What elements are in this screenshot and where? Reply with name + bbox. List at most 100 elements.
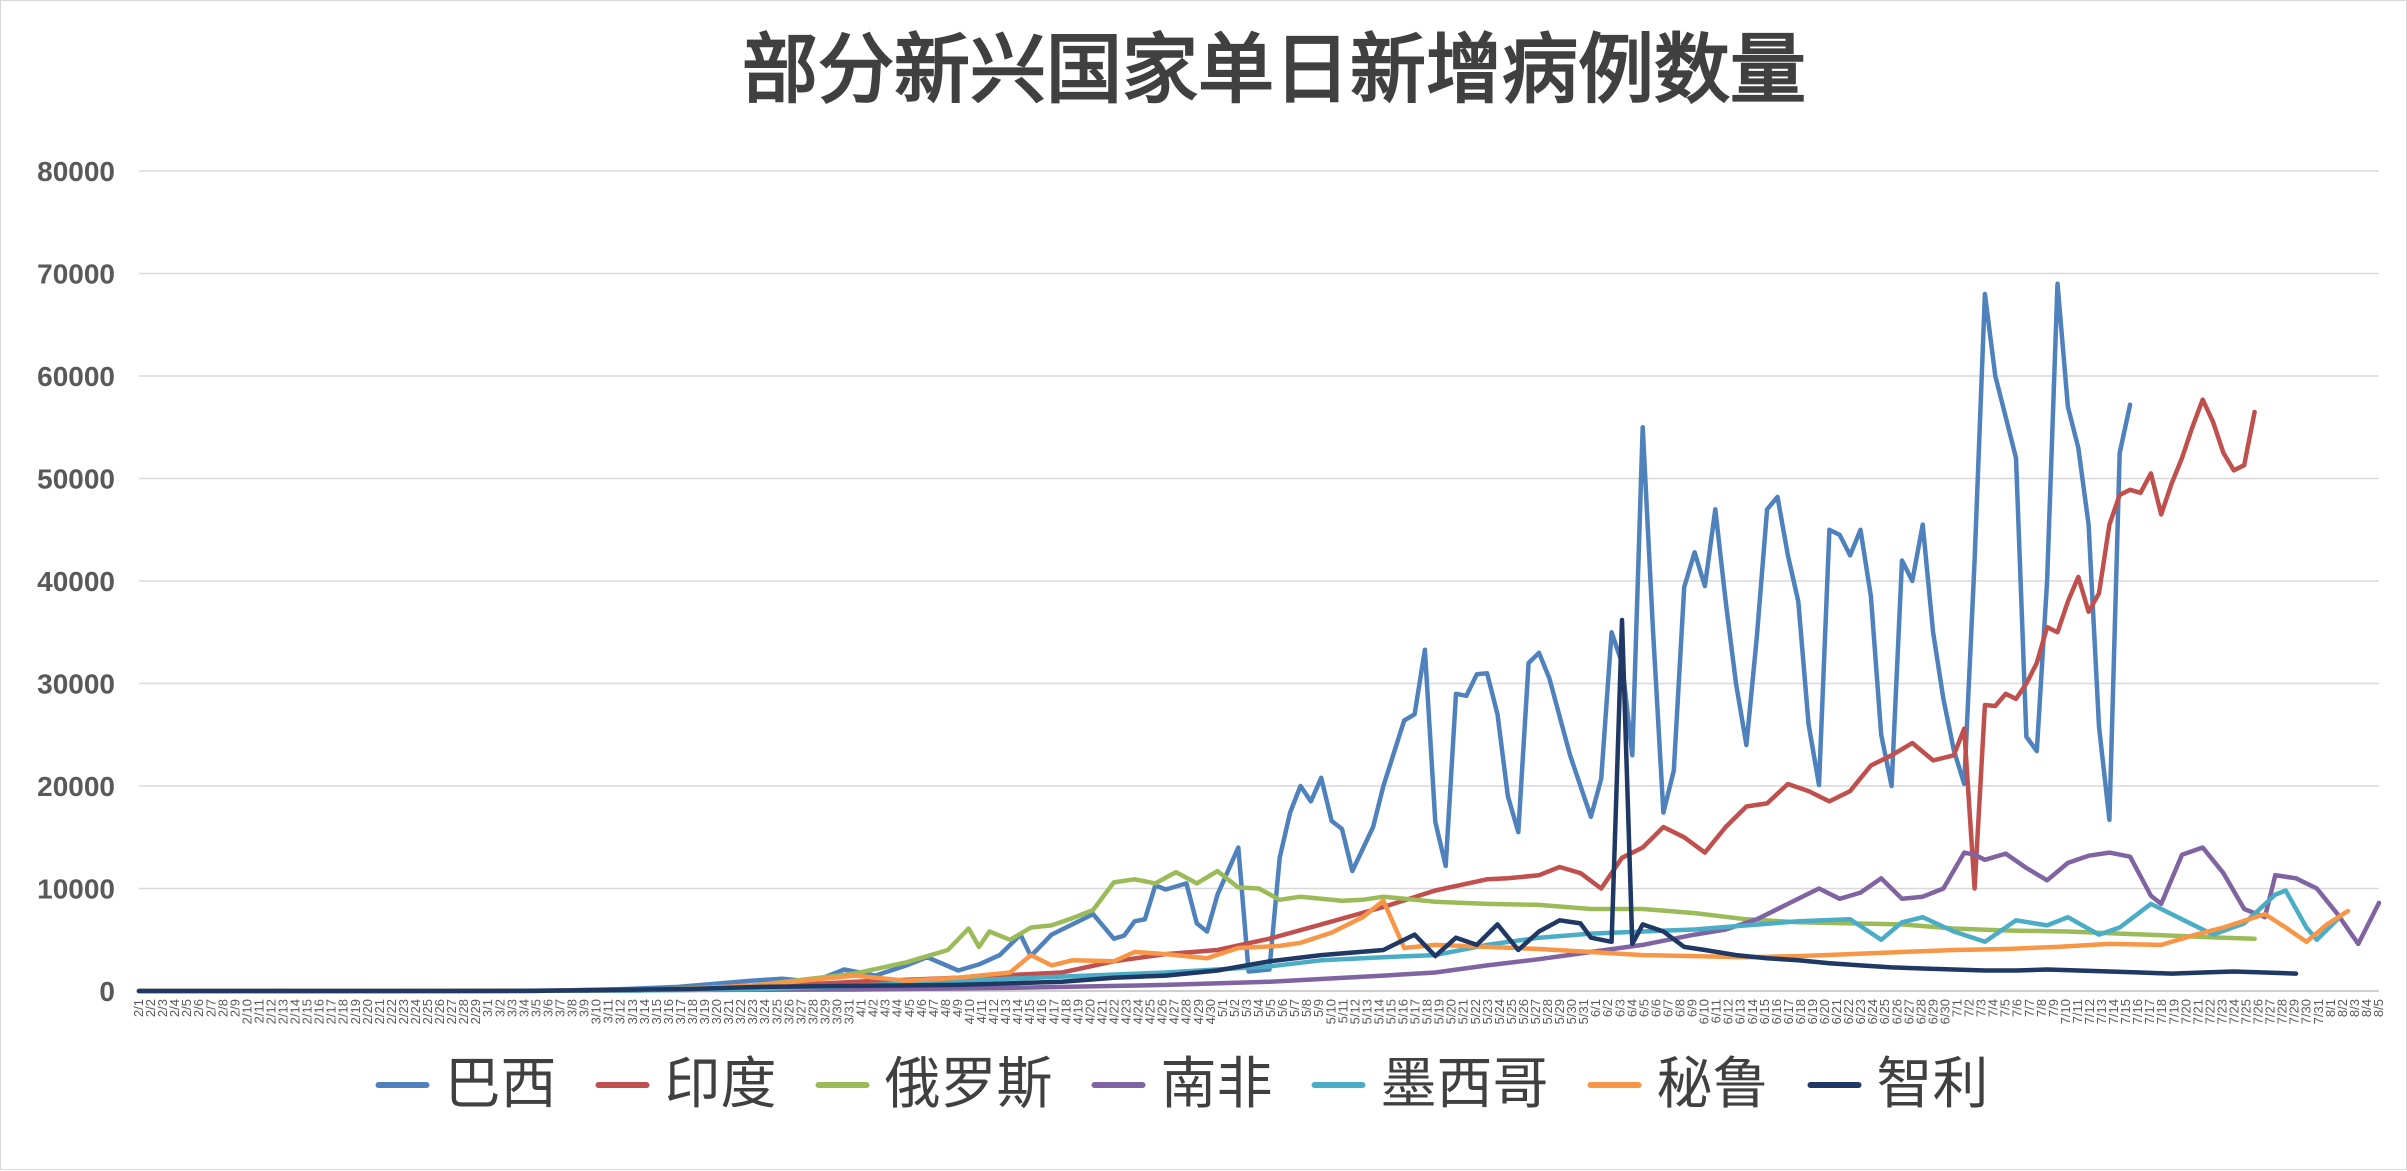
x-tick-label: 5/27	[1528, 999, 1543, 1024]
x-tick-label: 7/5	[1998, 999, 2013, 1017]
x-tick-label: 2/7	[203, 999, 218, 1017]
x-tick-label: 7/15	[2118, 999, 2133, 1024]
y-tick-label: 30000	[37, 669, 115, 700]
y-tick-label: 10000	[37, 874, 115, 905]
x-tick-label: 6/13	[1733, 999, 1748, 1024]
x-tick-label: 4/21	[1094, 999, 1109, 1024]
series-lines	[136, 281, 2382, 994]
x-tick-label: 4/30	[1203, 999, 1218, 1024]
series-line-0	[136, 281, 2133, 994]
x-tick-label: 3/9	[577, 999, 592, 1017]
x-tick-label: 2/2	[143, 999, 158, 1017]
x-tick-label: 5/17	[1408, 999, 1423, 1024]
x-tick-label: 7/18	[2154, 999, 2169, 1024]
x-tick-label: 4/24	[1131, 999, 1146, 1024]
x-tick-label: 4/23	[1119, 999, 1134, 1024]
x-tick-label: 4/25	[1143, 999, 1158, 1024]
series-line-5	[136, 898, 2351, 994]
x-tick-label: 3/27	[793, 999, 808, 1024]
x-tick-label: 3/13	[625, 999, 640, 1024]
x-tick-label: 6/3	[1612, 999, 1627, 1017]
x-tick-label: 7/1	[1949, 999, 1964, 1017]
x-tick-label: 5/11	[1335, 999, 1350, 1023]
x-tick-label: 7/31	[2311, 999, 2326, 1024]
x-tick-label: 7/10	[2058, 999, 2073, 1024]
x-tick-label: 6/9	[1685, 999, 1700, 1017]
legend-label: 俄罗斯	[885, 1052, 1053, 1117]
x-tick-label: 3/18	[685, 999, 700, 1024]
x-tick-label: 3/10	[589, 999, 604, 1024]
series-line-3	[136, 845, 2382, 994]
x-tick-label: 4/18	[1058, 999, 1073, 1024]
x-tick-label: 5/3	[1239, 999, 1254, 1017]
x-tick-label: 7/4	[1986, 999, 2001, 1017]
legend-item-4: 墨西哥	[1311, 1052, 1549, 1117]
x-tick-label: 6/12	[1721, 999, 1736, 1024]
x-tick-label: 8/2	[2335, 999, 2350, 1017]
x-tick-label: 4/17	[1046, 999, 1061, 1024]
x-tick-label: 3/16	[661, 999, 676, 1024]
x-tick-label: 6/18	[1793, 999, 1808, 1024]
legend-item-5: 秘鲁	[1587, 1052, 1769, 1117]
x-tick-label: 4/20	[1082, 999, 1097, 1024]
x-tick-label: 6/24	[1865, 999, 1880, 1024]
x-tick-label: 2/25	[420, 999, 435, 1024]
x-tick-label: 3/22	[733, 999, 748, 1024]
x-tick-label: 5/23	[1480, 999, 1495, 1024]
x-tick-label: 8/5	[2371, 999, 2386, 1017]
x-tick-label: 5/7	[1287, 999, 1302, 1017]
x-axis: 2/12/22/32/42/52/62/72/82/92/102/112/122…	[131, 999, 2386, 1024]
x-tick-label: 2/10	[239, 999, 254, 1024]
x-tick-label: 5/21	[1456, 999, 1471, 1024]
x-tick-label: 4/13	[998, 999, 1013, 1024]
x-tick-label: 4/12	[986, 999, 1001, 1024]
x-tick-label: 2/27	[444, 999, 459, 1024]
legend-label: 印度	[665, 1052, 777, 1117]
x-tick-label: 6/23	[1853, 999, 1868, 1024]
x-tick-label: 7/11	[2070, 999, 2085, 1023]
x-tick-label: 4/2	[866, 999, 881, 1017]
x-tick-label: 3/14	[637, 999, 652, 1024]
x-tick-label: 7/13	[2094, 999, 2109, 1024]
y-tick-label: 40000	[37, 566, 115, 597]
x-tick-label: 5/13	[1359, 999, 1374, 1024]
x-tick-label: 4/28	[1179, 999, 1194, 1024]
x-tick-label: 5/5	[1263, 999, 1278, 1017]
legend-label: 巴西	[445, 1052, 557, 1117]
x-tick-label: 3/4	[516, 999, 531, 1017]
x-tick-label: 5/8	[1299, 999, 1314, 1017]
x-tick-label: 3/7	[553, 999, 568, 1017]
legend-item-3: 南非	[1091, 1052, 1273, 1117]
x-tick-label: 5/25	[1504, 999, 1519, 1024]
x-tick-label: 2/23	[396, 999, 411, 1024]
x-tick-label: 7/26	[2251, 999, 2266, 1024]
x-tick-label: 7/20	[2178, 999, 2193, 1024]
x-tick-label: 7/19	[2166, 999, 2181, 1024]
legend-label: 墨西哥	[1381, 1052, 1549, 1117]
legend-item-1: 印度	[595, 1052, 777, 1117]
x-tick-label: 4/15	[1022, 999, 1037, 1024]
x-tick-label: 6/1	[1588, 999, 1603, 1017]
x-tick-label: 5/18	[1420, 999, 1435, 1024]
x-tick-label: 3/28	[805, 999, 820, 1024]
x-tick-label: 6/15	[1757, 999, 1772, 1024]
x-tick-label: 2/9	[227, 999, 242, 1017]
x-tick-label: 5/20	[1444, 999, 1459, 1024]
x-tick-label: 2/29	[468, 999, 483, 1024]
legend-label: 秘鲁	[1657, 1052, 1769, 1117]
x-tick-label: 5/16	[1396, 999, 1411, 1024]
x-tick-label: 5/28	[1540, 999, 1555, 1024]
x-tick-label: 2/20	[360, 999, 375, 1024]
x-tick-label: 2/19	[348, 999, 363, 1024]
x-tick-label: 5/9	[1311, 999, 1326, 1017]
y-tick-label: 70000	[37, 259, 115, 290]
y-tick-label: 20000	[37, 771, 115, 802]
x-tick-label: 5/26	[1516, 999, 1531, 1024]
x-tick-label: 3/26	[781, 999, 796, 1024]
x-tick-label: 5/1	[1215, 999, 1230, 1017]
x-tick-label: 5/10	[1323, 999, 1338, 1024]
legend: 巴西 印度 俄罗斯 南非 墨西哥 秘鲁 智利	[375, 1052, 1989, 1117]
x-tick-label: 2/22	[384, 999, 399, 1024]
x-tick-label: 3/17	[673, 999, 688, 1024]
gridlines	[139, 170, 2379, 992]
